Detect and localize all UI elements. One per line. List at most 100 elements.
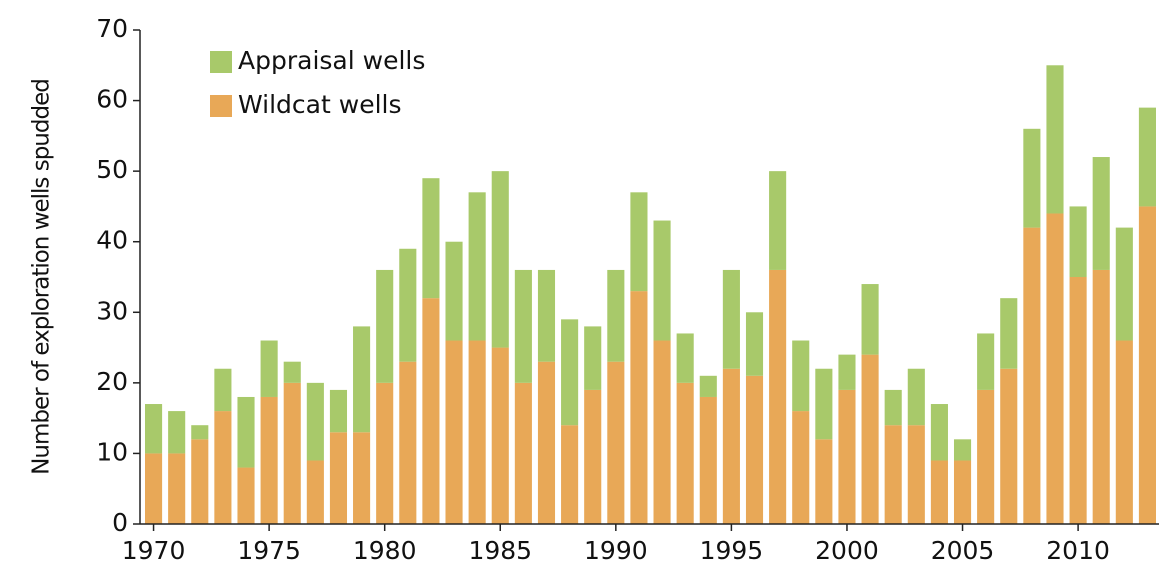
bar-segment [561,425,579,524]
bar-segment [168,453,186,524]
bar-segment [214,411,232,524]
bar-segment [237,396,255,468]
bar-segment [145,453,163,524]
bar-segment [145,404,163,454]
bar-segment [1092,269,1110,524]
legend-label: Appraisal wells [238,46,425,75]
bar-segment [630,192,648,292]
x-tick-label: 2005 [931,536,995,565]
bar-segment [191,439,209,524]
bar-segment [838,389,856,524]
y-tick-label: 60 [96,85,128,114]
bar-segment [745,375,764,524]
bar-segment [699,375,717,397]
x-tick-label: 1990 [584,536,648,565]
y-axis-label: Number of exploration wells spudded [29,79,55,475]
bar-segment [1000,368,1018,524]
y-tick-label: 70 [96,14,128,43]
bar-segment [306,460,324,524]
bar-segment [168,411,186,454]
bar-segment [676,382,694,524]
legend-swatch [210,95,232,117]
bar-segment [722,269,740,369]
bar-segment [977,389,995,524]
bar-segment [930,460,948,524]
bar-segment [1069,277,1087,524]
bar-segment [260,396,278,524]
bar-segment [399,361,417,524]
legend-label: Wildcat wells [238,90,402,119]
x-tick-label: 1985 [468,536,532,565]
bar-segment [422,298,440,524]
bar-segment [468,192,486,341]
bar-segment [445,241,463,341]
bar-segment [1138,107,1156,207]
bar-segment [815,368,833,440]
y-tick-label: 0 [112,508,128,537]
bar-segment [977,333,995,390]
bar-segment [653,340,671,524]
bar-segment [953,439,972,461]
y-tick-label: 20 [96,367,128,396]
bar-segment [237,467,255,524]
bar-segment [1115,340,1133,524]
bar-segment [376,269,394,383]
bar-segment [861,354,879,524]
y-tick-label: 50 [96,155,128,184]
bar-segment [584,326,602,390]
bar-segment [537,269,556,362]
bar-segment [306,382,324,461]
y-tick-label: 40 [96,226,128,255]
bar-segment [930,404,948,461]
x-tick-label: 2000 [815,536,879,565]
bar-segment [329,432,348,524]
bar-segment [353,326,371,433]
bar-segment [1023,128,1041,228]
bar-segment [445,340,463,524]
bar-segment [283,361,301,383]
bar-segment [607,269,625,362]
bar-segment [676,333,694,383]
bar-segment [861,284,879,355]
bar-segment [514,382,532,524]
bar-segment [329,389,348,433]
bar-segment [1069,206,1087,277]
bar-segment [283,382,301,524]
x-tick-label: 1970 [122,536,186,565]
bar-segment [699,396,717,524]
bar-segment [769,171,787,270]
bar-segment [792,340,810,412]
bar-segment [1023,227,1041,524]
bar-segment [422,178,440,299]
bar-segment [353,432,371,524]
bar-segment [907,425,925,524]
bar-segment [607,361,625,524]
legend-swatch [210,51,232,73]
bar-segment [537,361,556,524]
y-tick-label: 10 [96,437,128,466]
bar-segment [745,312,764,376]
bar-segment [815,439,833,524]
bar-segment [1000,298,1018,369]
bar-segment [468,340,486,524]
bar-segment [1138,206,1156,524]
bar-segment [561,319,579,426]
bar-segment [653,220,671,341]
bar-segment [792,411,810,524]
x-tick-label: 1975 [237,536,301,565]
bar-segment [907,368,925,426]
bar-segment [514,269,532,383]
x-tick-label: 1995 [700,536,764,565]
bar-segment [884,389,902,426]
bar-segment [491,171,509,348]
bar-segment [1046,213,1064,524]
bar-segment [399,248,417,362]
bar-segment [491,347,509,524]
bar-segment [1046,65,1064,214]
bar-segment [1115,227,1133,341]
bar-segment [630,291,648,524]
bar-segment [376,382,394,524]
bar-segment [260,340,278,397]
x-tick-label: 1980 [353,536,417,565]
